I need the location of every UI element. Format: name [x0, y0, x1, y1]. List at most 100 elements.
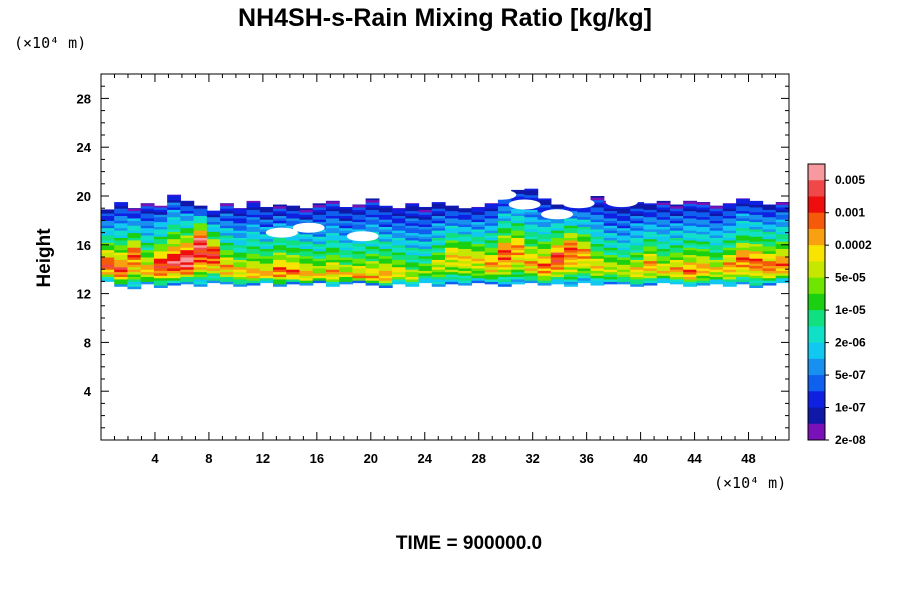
heatmap-cell: [167, 253, 181, 257]
heatmap-cell: [286, 217, 301, 221]
heatmap-cell: [246, 228, 261, 232]
heatmap-cell: [445, 220, 459, 224]
heatmap-cell: [418, 214, 433, 218]
heatmap-cell: [643, 275, 658, 279]
heatmap-cell: [140, 271, 155, 275]
heatmap-cell: [220, 247, 234, 251]
heatmap-cell: [590, 255, 605, 259]
heatmap-cell: [233, 247, 248, 251]
heatmap-cell: [180, 276, 195, 280]
heatmap-cell: [431, 203, 446, 207]
heatmap-cell: [153, 231, 168, 235]
heatmap-cell: [564, 281, 578, 285]
y-tick-label: 28: [77, 91, 91, 106]
heatmap-cell: [643, 209, 658, 213]
heatmap-cell: [511, 271, 525, 275]
heatmap-cell: [484, 215, 499, 219]
heatmap-cell: [762, 277, 777, 281]
heatmap-cell: [114, 220, 129, 224]
heatmap-cell: [153, 228, 168, 232]
heatmap-cell: [180, 208, 195, 212]
heatmap-cell: [220, 257, 234, 260]
heatmap-cell: [603, 242, 618, 246]
heatmap-cell: [722, 281, 737, 285]
heatmap-cell: [418, 275, 433, 279]
heatmap-cell: [497, 235, 512, 238]
heatmap-cell: [114, 252, 129, 256]
heatmap-cell: [220, 276, 234, 280]
heatmap-cell: [431, 247, 446, 251]
heatmap-cell: [220, 269, 234, 273]
heatmap-cell: [722, 264, 737, 268]
heatmap-cell: [484, 210, 499, 214]
heatmap-cell: [617, 235, 631, 238]
heatmap-cell: [180, 269, 195, 273]
heatmap-cell: [114, 203, 129, 207]
heatmap-cell: [114, 210, 129, 214]
heatmap-cell: [696, 253, 711, 257]
heatmap-gap: [484, 189, 517, 200]
heatmap-cell: [405, 222, 420, 226]
heatmap-cell: [564, 264, 578, 268]
heatmap-cell: [497, 276, 512, 280]
heatmap-cell: [114, 242, 129, 246]
heatmap-cell: [325, 208, 340, 212]
heatmap-cell: [617, 210, 631, 214]
heatmap-cell: [524, 188, 539, 191]
heatmap-cell: [643, 243, 658, 247]
heatmap-cell: [220, 225, 234, 229]
heatmap-cell: [246, 206, 261, 210]
heatmap-cell: [127, 227, 142, 231]
heatmap-cell: [590, 226, 605, 230]
heatmap-cell: [193, 237, 208, 241]
heatmap-cell: [299, 258, 314, 262]
heatmap-cell: [577, 246, 592, 249]
heatmap-cell: [193, 215, 208, 219]
heatmap-cell: [180, 220, 195, 224]
heatmap-cell: [325, 259, 340, 263]
heatmap-cell: [630, 213, 645, 217]
heatmap-cell: [590, 250, 605, 254]
heatmap-cell: [458, 214, 473, 218]
heatmap-cell: [233, 225, 248, 229]
heatmap-cell: [273, 239, 287, 243]
heatmap-cell: [484, 247, 499, 251]
heatmap-cell: [445, 230, 459, 234]
heatmap-cell: [206, 263, 221, 267]
heatmap-cell: [392, 242, 406, 246]
heatmap-cell: [445, 227, 459, 231]
heatmap-cell: [537, 282, 552, 286]
heatmap-cell: [114, 269, 129, 273]
heatmap-cell: [312, 263, 327, 267]
heatmap-cell: [101, 259, 115, 263]
heatmap-cell: [378, 246, 393, 249]
heatmap-cell: [378, 231, 393, 235]
heatmap-cell: [458, 275, 473, 279]
heatmap-cell: [669, 222, 684, 226]
heatmap-cell: [193, 264, 208, 268]
heatmap-cell: [193, 235, 208, 238]
heatmap-cell: [643, 267, 658, 271]
heatmap-cell: [405, 225, 420, 229]
heatmap-cell: [696, 243, 711, 247]
heatmap-cell: [590, 265, 605, 269]
heatmap-cell: [471, 270, 486, 274]
heatmap-cell: [762, 209, 777, 213]
heatmap-cell: [537, 246, 552, 249]
heatmap-cell: [405, 271, 420, 275]
heatmap-cell: [736, 203, 750, 207]
heatmap-cell: [511, 230, 525, 234]
heatmap-cell: [299, 211, 314, 215]
heatmap-cell: [603, 239, 618, 243]
heatmap-cell: [683, 271, 697, 275]
heatmap-cell: [167, 277, 181, 281]
heatmap-cell: [497, 200, 512, 204]
heatmap-cell: [365, 204, 380, 208]
heatmap-cell: [722, 217, 737, 221]
heatmap-cell: [511, 278, 525, 282]
heatmap-cell: [339, 225, 353, 229]
heatmap-cell: [246, 202, 261, 206]
heatmap-cell: [511, 249, 525, 253]
heatmap-cell: [497, 213, 512, 217]
heatmap-cell: [484, 239, 499, 243]
